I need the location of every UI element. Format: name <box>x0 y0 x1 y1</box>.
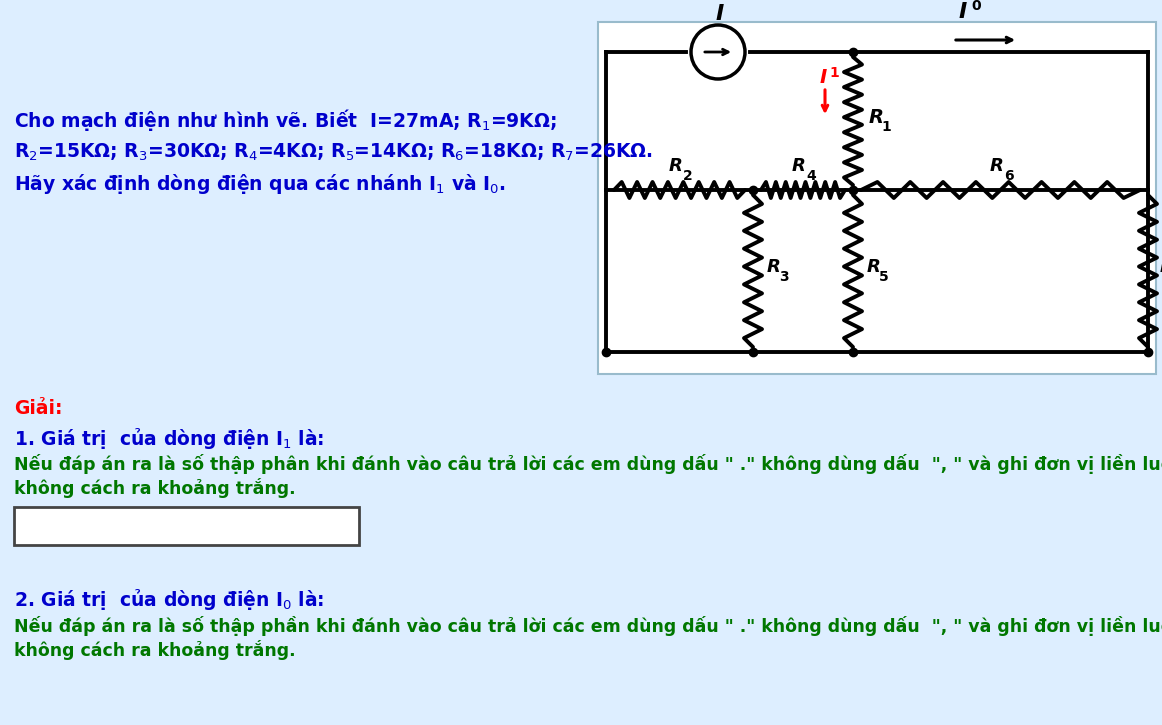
Bar <box>598 22 1156 374</box>
Text: Nếu đáp án ra là số thập phân khi đánh vào câu trả lời các em dùng dấu " ." khôn: Nếu đáp án ra là số thập phân khi đánh v… <box>14 454 1162 474</box>
Text: 2: 2 <box>682 169 693 183</box>
Text: 1: 1 <box>830 66 839 80</box>
Text: Hãy xác định dòng điện qua các nhánh I$_1$ và I$_0$.: Hãy xác định dòng điện qua các nhánh I$_… <box>14 172 505 196</box>
Text: I: I <box>959 2 967 22</box>
Text: 1: 1 <box>881 120 891 134</box>
Text: I: I <box>716 4 724 24</box>
Bar <box>14 507 359 545</box>
Text: R: R <box>792 157 806 175</box>
Text: 3: 3 <box>779 270 789 284</box>
Text: 0: 0 <box>971 0 981 13</box>
Text: R: R <box>668 157 682 175</box>
Text: Nếu đáp án ra là số thập phần khi đánh vào câu trả lời các em dùng dấu " ." khôn: Nếu đáp án ra là số thập phần khi đánh v… <box>14 616 1162 636</box>
Text: R: R <box>1160 258 1162 276</box>
Text: không cách ra khoảng trắng.: không cách ra khoảng trắng. <box>14 478 295 498</box>
Text: R$_2$=15KΩ; R$_3$=30KΩ; R$_4$=4KΩ; R$_5$=14KΩ; R$_6$=18KΩ; R$_7$=26KΩ.: R$_2$=15KΩ; R$_3$=30KΩ; R$_4$=4KΩ; R$_5$… <box>14 141 653 162</box>
Text: R: R <box>867 258 881 276</box>
Text: không cách ra khoảng trắng.: không cách ra khoảng trắng. <box>14 640 295 660</box>
Text: R: R <box>767 258 781 276</box>
Text: Cho mạch điện như hình vẽ. Biết  I=27mA; R$_1$=9KΩ;: Cho mạch điện như hình vẽ. Biết I=27mA; … <box>14 107 557 133</box>
Text: 1. Giá trị  của dòng điện I$_1$ là:: 1. Giá trị của dòng điện I$_1$ là: <box>14 426 324 450</box>
Text: R: R <box>869 107 884 126</box>
Text: 4: 4 <box>806 169 816 183</box>
Text: 2. Giá trị  của dòng điện I$_0$ là:: 2. Giá trị của dòng điện I$_0$ là: <box>14 587 324 613</box>
Text: I: I <box>819 67 826 86</box>
Text: 5: 5 <box>878 270 889 284</box>
Text: R: R <box>990 157 1004 175</box>
Text: Giải:: Giải: <box>14 399 63 418</box>
Text: 6: 6 <box>1004 169 1013 183</box>
